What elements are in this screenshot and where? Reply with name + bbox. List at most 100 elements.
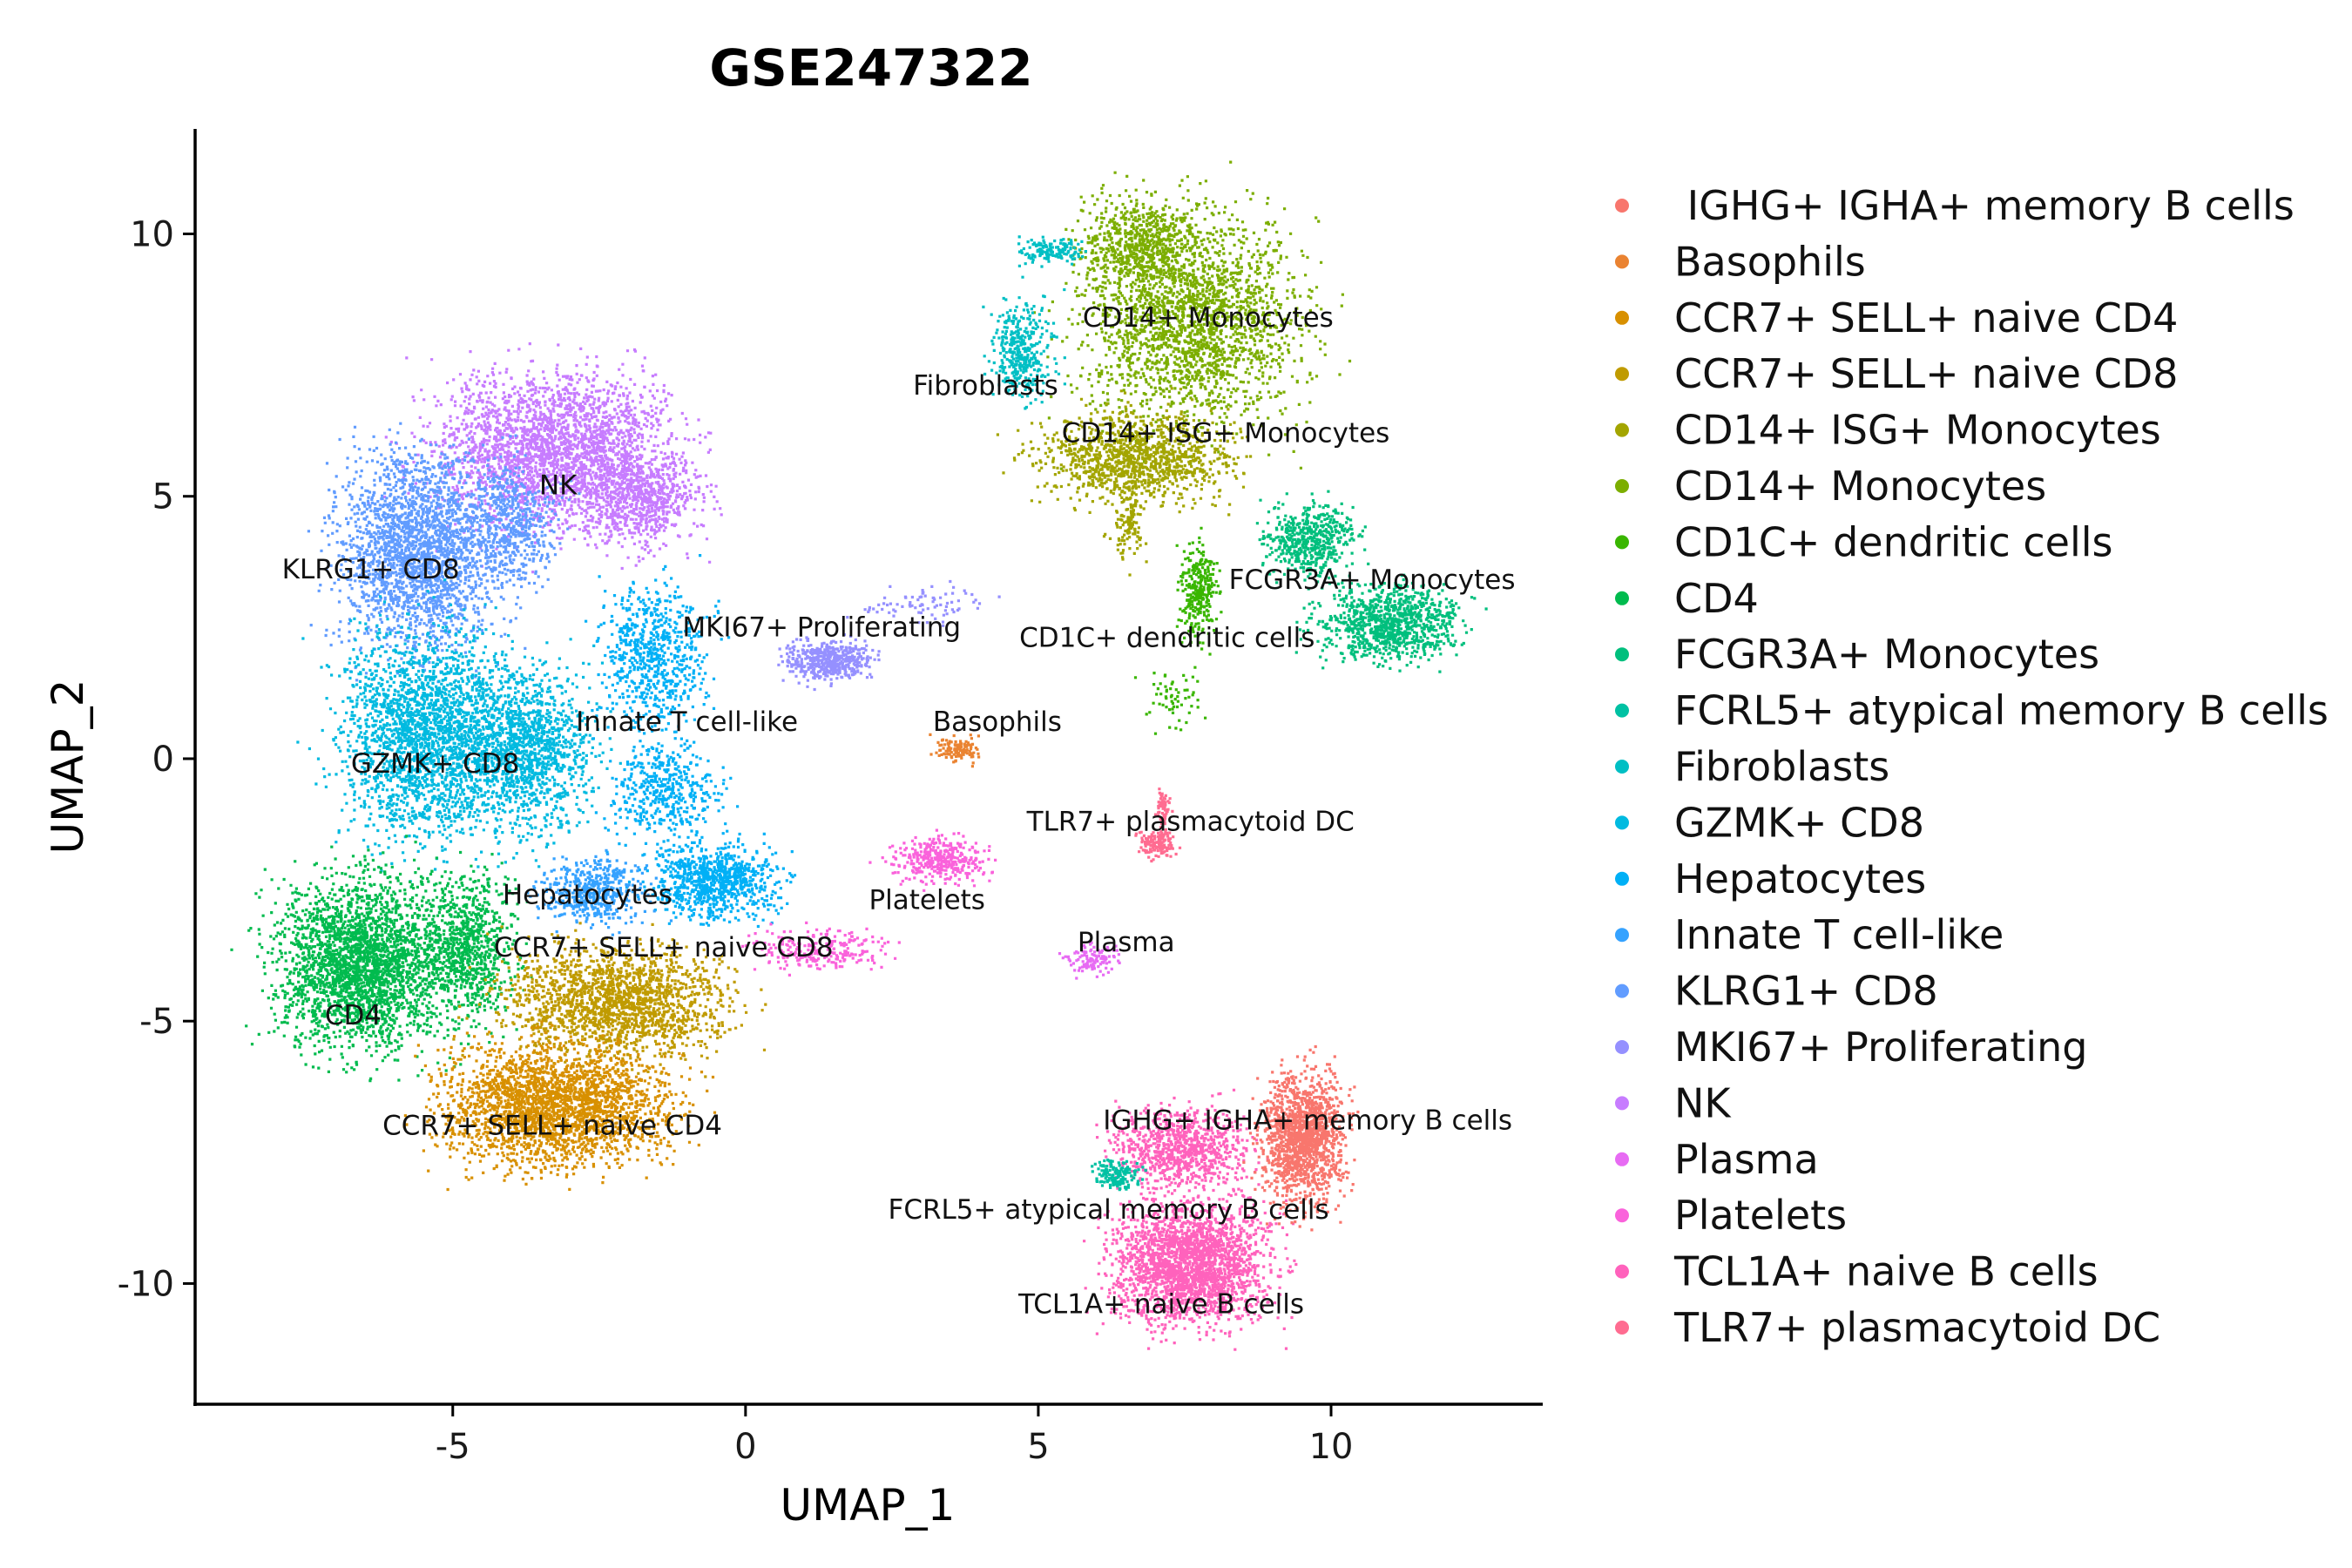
legend-key: [1615, 1040, 1629, 1054]
x-tick-label: 0: [734, 1427, 756, 1467]
x-axis-ticks: -5 0 5 10: [436, 1404, 1354, 1467]
legend-label: CCR7+ SELL+ naive CD8: [1674, 350, 2178, 397]
cluster-label-10: MKI67+ Proliferating: [682, 612, 961, 643]
cluster-label-2: Fibroblasts: [913, 370, 1058, 402]
legend-key: [1615, 535, 1629, 550]
cluster-points-0: [1032, 160, 1352, 470]
legend-key: [1615, 928, 1629, 943]
legend-label: Plasma: [1674, 1136, 1819, 1183]
legend-label: KLRG1+ CD8: [1674, 968, 1938, 1015]
cluster-points-1: [996, 387, 1253, 577]
legend-label: CCR7+ SELL+ naive CD4: [1674, 294, 2178, 341]
points-layer: [230, 160, 1488, 1351]
cluster-points-2: [982, 235, 1087, 410]
cluster-points-5: [367, 342, 723, 574]
y-tick-label: 10: [130, 214, 174, 254]
y-tick-label: -10: [118, 1264, 174, 1304]
legend-key: [1615, 1152, 1629, 1166]
cluster-points-8: [585, 554, 797, 929]
cluster-label-7: GZMK+ CD8: [351, 748, 519, 780]
cluster-points-12: [452, 922, 767, 1078]
legend-label: Innate T cell-like: [1674, 911, 2004, 958]
x-tick-label: 10: [1309, 1427, 1354, 1467]
cluster-points-20: [1091, 1159, 1147, 1192]
legend-key: [1615, 1321, 1629, 1335]
legend-key: [1615, 1264, 1629, 1279]
legend-label: GZMK+ CD8: [1674, 799, 1924, 846]
legend-key: [1615, 1208, 1629, 1223]
legend-key: [1615, 647, 1629, 662]
cluster-points-14: [929, 733, 981, 768]
cluster-label-5: NK: [539, 470, 578, 502]
cluster-points-13: [402, 1020, 717, 1192]
cluster-label-11: CD4: [325, 1000, 382, 1031]
cluster-label-17: Plasma: [1078, 927, 1175, 958]
legend-label: Basophils: [1674, 238, 1866, 285]
legend-label: TCL1A+ naive B cells: [1673, 1248, 2099, 1295]
cluster-points-15: [740, 828, 997, 977]
cluster-label-3: FCGR3A+ Monocytes: [1229, 564, 1516, 596]
cluster-label-16: TLR7+ plasmacytoid DC: [1026, 806, 1355, 837]
x-axis-title: UMAP_1: [781, 1480, 956, 1531]
cluster-points-10: [777, 579, 1001, 692]
cluster-points-17: [1058, 941, 1121, 980]
x-tick-label: 5: [1027, 1427, 1049, 1467]
cluster-points-6: [307, 422, 581, 698]
cluster-label-20: FCRL5+ atypical memory B cells: [889, 1194, 1329, 1226]
cluster-points-3: [1255, 490, 1488, 673]
legend-key: [1615, 367, 1629, 382]
legend-label: CD14+ ISG+ Monocytes: [1674, 407, 2161, 454]
legend-key: [1615, 422, 1629, 437]
legend-key: [1615, 254, 1629, 269]
legend-label: CD1C+ dendritic cells: [1674, 518, 2112, 565]
legend-key: [1615, 760, 1629, 774]
y-tick-label: 5: [152, 477, 174, 517]
cluster-label-13: CCR7+ SELL+ naive CD4: [382, 1111, 722, 1142]
cluster-label-0: CD14+ Monocytes: [1083, 302, 1334, 334]
legend-label: Platelets: [1674, 1192, 1847, 1239]
cluster-label-6: KLRG1+ CD8: [282, 554, 460, 585]
legend-key: [1615, 479, 1629, 493]
cluster-label-8: Innate T cell-like: [576, 706, 798, 738]
legend-label: IGHG+ IGHA+ memory B cells: [1674, 182, 2295, 229]
legend-label: Hepatocytes: [1674, 855, 1926, 902]
cluster-label-9: Hepatocytes: [503, 880, 672, 911]
legend-label: TLR7+ plasmacytoid DC: [1673, 1304, 2160, 1351]
legend-label: MKI67+ Proliferating: [1674, 1024, 2087, 1071]
legend-label: Fibroblasts: [1674, 743, 1889, 790]
legend-label: FCGR3A+ Monocytes: [1674, 631, 2099, 678]
cluster-points-11: [230, 835, 533, 1083]
y-tick-label: 0: [152, 740, 174, 780]
chart-title: GSE247322: [709, 38, 1032, 98]
cluster-points-18: [1083, 1088, 1298, 1351]
y-axis-ticks: 10 5 0 -5 -10: [118, 214, 195, 1304]
cluster-label-4: CD1C+ dendritic cells: [1019, 622, 1315, 653]
cluster-points-4: [1133, 526, 1223, 735]
legend-key: [1615, 815, 1629, 830]
cluster-label-12: CCR7+ SELL+ naive CD8: [494, 932, 834, 963]
legend-key: [1615, 983, 1629, 998]
cluster-label-1: CD14+ ISG+ Monocytes: [1062, 417, 1390, 449]
cluster-label-15: Platelets: [868, 885, 985, 916]
legend: IGHG+ IGHA+ memory B cells Basophils CCR7+…: [1615, 182, 2328, 1351]
legend-key: [1615, 591, 1629, 605]
cluster-label-19: IGHG+ IGHA+ memory B cells: [1103, 1105, 1512, 1137]
cluster-points-7: [296, 578, 622, 883]
legend-label: NK: [1674, 1079, 1732, 1126]
cluster-points-16: [1134, 787, 1182, 863]
cluster-label-18: TCL1A+ naive B cells: [1017, 1289, 1304, 1321]
legend-key: [1615, 310, 1629, 325]
cluster-points-19: [1242, 1044, 1360, 1232]
y-axis-title: UMAP_2: [43, 679, 93, 855]
legend-key: [1615, 1096, 1629, 1111]
cluster-points-9: [526, 848, 673, 936]
cluster-labels-layer: CD14+ Monocytes CD14+ ISG+ MonocytesFibro…: [282, 302, 1516, 1321]
x-tick-label: -5: [436, 1427, 470, 1467]
legend-key: [1615, 871, 1629, 886]
legend-label: FCRL5+ atypical memory B cells: [1674, 687, 2328, 734]
legend-key: [1615, 703, 1629, 718]
legend-label: CD4: [1674, 575, 1759, 622]
y-tick-label: -5: [139, 1002, 174, 1042]
legend-label: CD14+ Monocytes: [1674, 463, 2046, 510]
